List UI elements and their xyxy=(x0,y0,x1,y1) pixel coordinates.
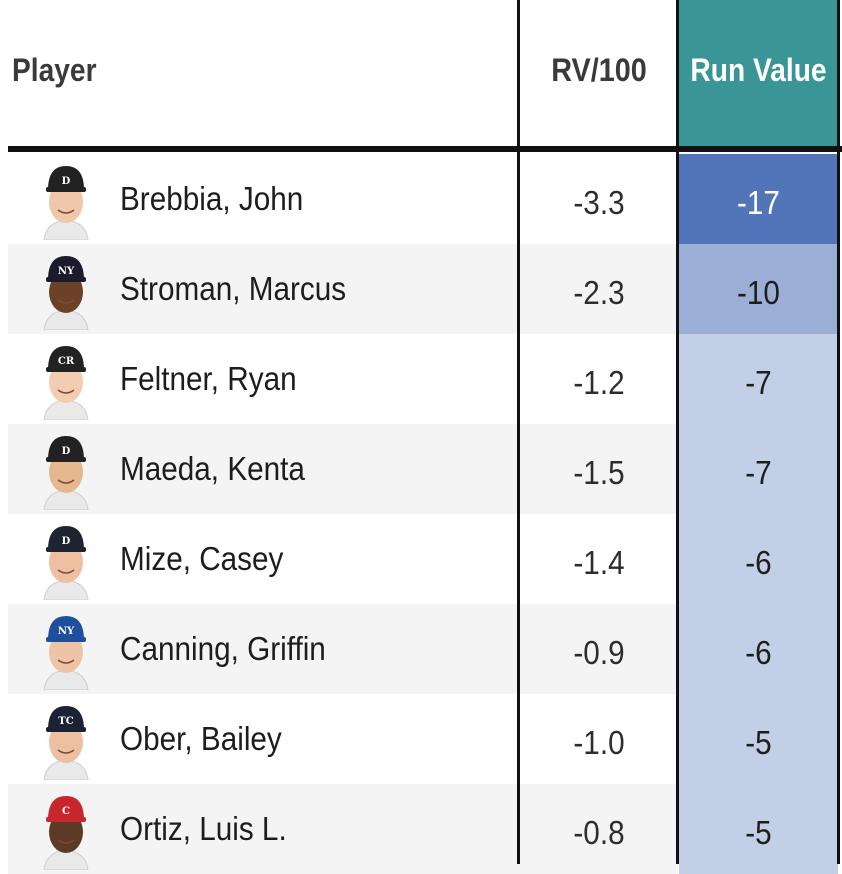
player-name[interactable]: Maeda, Kenta xyxy=(120,450,305,487)
player-name[interactable]: Ober, Bailey xyxy=(120,720,282,757)
cap-logo-icon: NY xyxy=(58,626,75,637)
rv100-value: -2.3 xyxy=(573,274,625,311)
player-headshot-avatar: NY xyxy=(43,616,89,690)
player-name[interactable]: Stroman, Marcus xyxy=(120,270,347,307)
player-headshot-avatar: D xyxy=(43,436,89,510)
run-value-cell: -5 xyxy=(679,784,838,874)
column-header-run-value[interactable]: Run Value xyxy=(679,0,838,148)
rv100-value: -3.3 xyxy=(573,184,625,221)
player-headshot-avatar: TC xyxy=(43,706,89,780)
row-background xyxy=(8,604,678,694)
run-value-cell: -6 xyxy=(679,514,838,604)
row-background xyxy=(8,424,678,514)
player-headshot-avatar: NY xyxy=(43,256,89,330)
table-row[interactable]: NY Canning, Griffin -0.9 -6 xyxy=(8,604,842,694)
run-value: -7 xyxy=(745,364,772,401)
run-value: -5 xyxy=(745,814,772,851)
cap-logo-icon: TC xyxy=(58,716,73,727)
run-value: -10 xyxy=(737,274,780,311)
table-header: Player RV/100 Run Value xyxy=(0,0,842,148)
row-background xyxy=(8,244,678,334)
cap-logo-icon: CR xyxy=(58,356,75,367)
run-value: -5 xyxy=(745,724,772,761)
player-name[interactable]: Ortiz, Luis L. xyxy=(120,810,287,847)
cap-logo-icon: NY xyxy=(58,266,75,277)
rv100-value: -0.9 xyxy=(573,634,625,671)
run-value: -17 xyxy=(737,184,780,221)
table-row[interactable]: D Brebbia, John -3.3 -17 xyxy=(8,154,842,244)
column-header-rv100[interactable]: RV/100 xyxy=(551,52,647,88)
rv100-value: -1.2 xyxy=(573,364,625,401)
cap-logo-icon: D xyxy=(62,176,71,187)
table-row[interactable]: CR Feltner, Ryan -1.2 -7 xyxy=(8,334,842,424)
cap-logo-icon: C xyxy=(62,806,70,817)
table-row[interactable]: D Maeda, Kenta -1.5 -7 xyxy=(8,424,842,514)
run-value-cell: -7 xyxy=(679,424,838,514)
run-value-cell: -6 xyxy=(679,604,838,694)
run-value-cell: -10 xyxy=(679,244,838,334)
player-name[interactable]: Brebbia, John xyxy=(120,180,304,217)
header-divider xyxy=(8,146,842,152)
rv100-value: -1.5 xyxy=(573,454,625,491)
run-value-cell: -17 xyxy=(679,154,838,244)
run-value: -6 xyxy=(745,544,772,581)
column-divider-run-value-left xyxy=(676,0,679,864)
cap-logo-icon: D xyxy=(62,536,71,547)
rv100-value: -1.4 xyxy=(573,544,625,581)
player-headshot-avatar: CR xyxy=(43,346,89,420)
table-row[interactable]: TC Ober, Bailey -1.0 -5 xyxy=(8,694,842,784)
run-value: -7 xyxy=(745,454,772,491)
column-header-player[interactable]: Player xyxy=(12,52,97,88)
table-row[interactable]: NY Stroman, Marcus -2.3 -10 xyxy=(8,244,842,334)
player-headshot-avatar: D xyxy=(43,166,89,240)
player-headshot-avatar: D xyxy=(43,526,89,600)
player-name[interactable]: Feltner, Ryan xyxy=(120,360,297,397)
column-divider-rv xyxy=(517,0,520,864)
player-name[interactable]: Canning, Griffin xyxy=(120,630,326,667)
player-headshot-avatar: C xyxy=(43,796,89,870)
table-row[interactable]: C Ortiz, Luis L. -0.8 -5 xyxy=(8,784,842,874)
rv100-value: -1.0 xyxy=(573,724,625,761)
run-value-cell: -5 xyxy=(679,694,838,784)
row-background xyxy=(8,784,678,874)
player-name[interactable]: Mize, Casey xyxy=(120,540,284,577)
table-row[interactable]: D Mize, Casey -1.4 -6 xyxy=(8,514,842,604)
rv100-value: -0.8 xyxy=(573,814,625,851)
column-divider-run-value-right xyxy=(837,0,840,864)
cap-logo-icon: D xyxy=(62,446,71,457)
run-value: -6 xyxy=(745,634,772,671)
run-value-cell: -7 xyxy=(679,334,838,424)
column-header-run-value-label: Run Value xyxy=(690,52,827,88)
